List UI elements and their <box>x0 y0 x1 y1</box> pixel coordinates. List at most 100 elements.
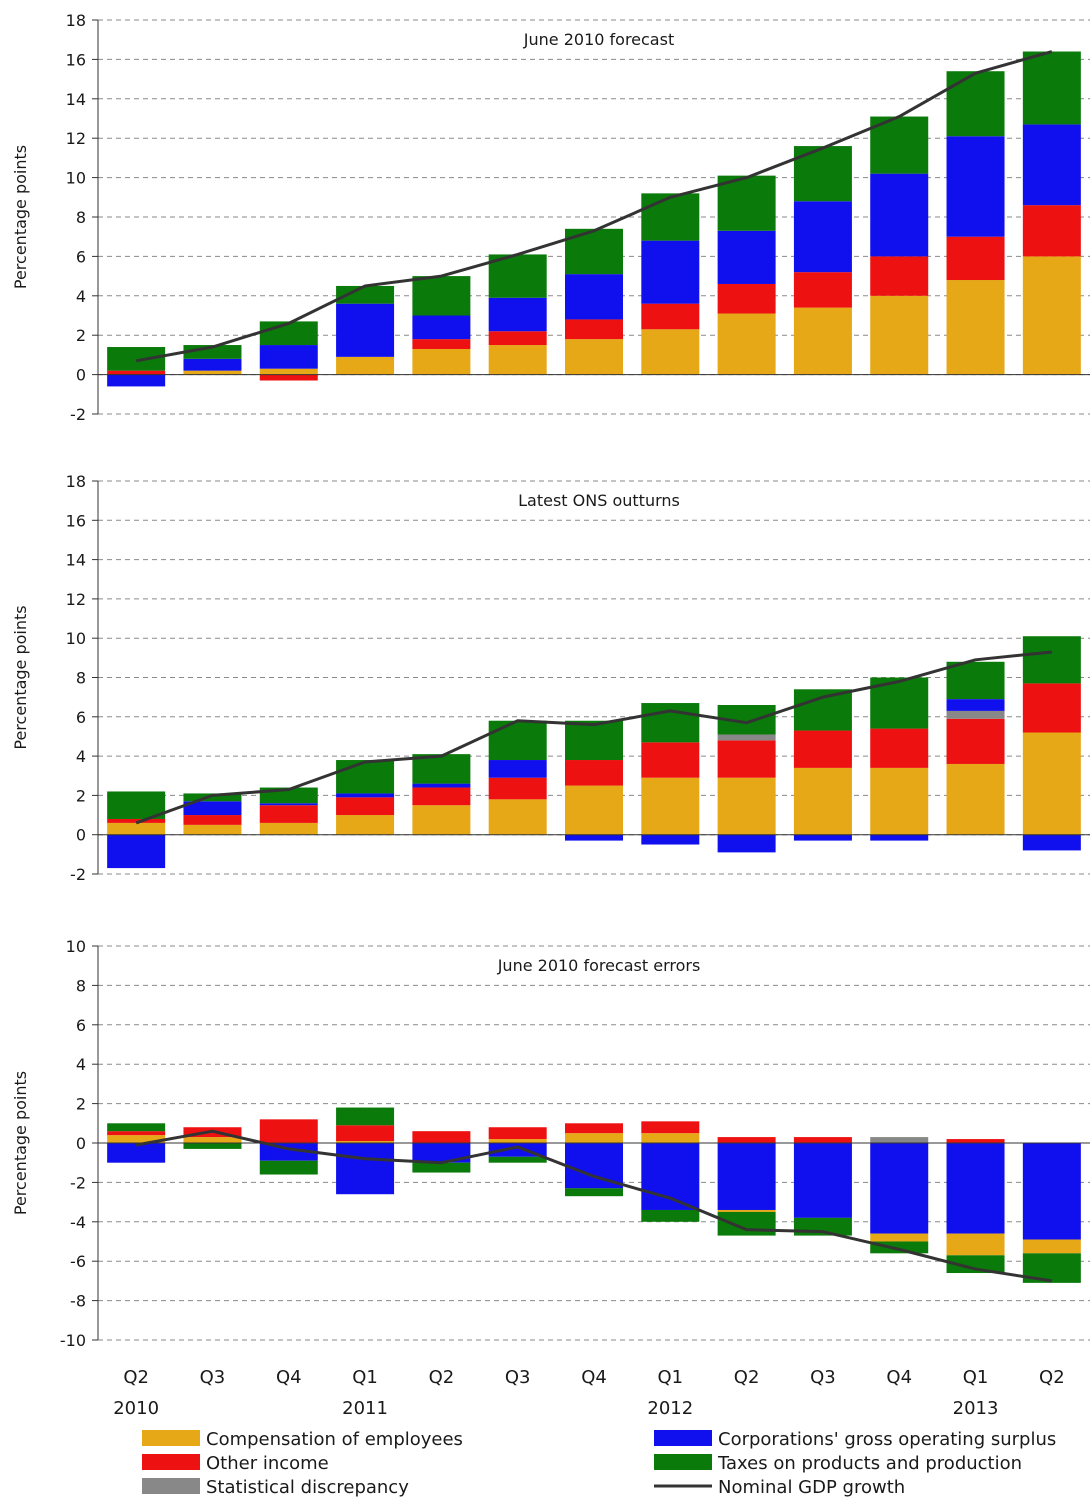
bar-segment <box>183 370 242 375</box>
bar-segment <box>1022 1143 1081 1240</box>
bar-segment <box>946 236 1005 281</box>
bar-segment <box>1022 732 1081 835</box>
bar-segment <box>107 347 166 371</box>
x-tick-label: Q4 <box>276 1367 302 1388</box>
bar-segment <box>336 797 395 816</box>
bar-segment <box>641 329 700 375</box>
bar-segment <box>870 1143 929 1234</box>
y-axis-label: Percentage points <box>11 145 30 289</box>
chart-panel-3: -10 -8 -6 -4 -2 0 2 4 6 8 10 Percentage points June … <box>11 937 1090 1350</box>
x-tick-label: Q2 <box>429 1367 455 1388</box>
bar-segment <box>259 321 318 346</box>
legend: Compensation of employees Other income Sta… <box>142 1429 1056 1497</box>
gdp-line <box>135 650 1052 825</box>
bar-segment <box>1022 834 1081 851</box>
bar-segment <box>1022 51 1081 125</box>
bar-segment <box>793 307 852 375</box>
legend-label: Compensation of employees <box>206 1429 463 1450</box>
y-tick-label: -4 <box>70 1213 86 1232</box>
bar-segment <box>946 1255 1005 1274</box>
bar-segment <box>793 767 852 835</box>
y-tick-label: 6 <box>76 708 86 727</box>
bar-segment <box>412 1131 471 1143</box>
gdp-line <box>135 50 1053 363</box>
bar-segment <box>565 274 623 320</box>
bar-segment <box>946 661 1005 700</box>
y-tick-label: 6 <box>76 247 86 266</box>
bar-segment <box>1022 205 1081 257</box>
bar-segment <box>565 760 623 786</box>
bar-segment <box>946 710 1005 719</box>
bar-segment <box>1022 683 1081 733</box>
bar-segment <box>107 1123 166 1132</box>
bar-segment <box>412 787 471 806</box>
bar-segment <box>565 1123 623 1134</box>
bar-segment <box>1022 636 1081 684</box>
x-tick-label: Q3 <box>810 1367 836 1388</box>
bar-segment <box>488 297 547 332</box>
bar-segment <box>412 339 471 349</box>
panel-title: June 2010 forecast <box>523 30 674 49</box>
bar-segment <box>946 1139 1005 1143</box>
y-tick-label: -8 <box>70 1292 86 1311</box>
y-tick-label: 16 <box>66 50 86 69</box>
bar-segment <box>946 1143 1005 1234</box>
bar-segment <box>107 370 166 375</box>
bar-segment <box>641 777 700 835</box>
bar-segment <box>717 1209 776 1212</box>
bar-segment <box>717 230 776 284</box>
bar-segment <box>412 315 471 340</box>
bar-segment <box>107 1135 166 1143</box>
x-tick-label: Q4 <box>886 1367 912 1388</box>
bar-segment <box>870 1241 929 1254</box>
bar-segment <box>793 1137 852 1143</box>
x-tick-label: Q2 <box>734 1367 760 1388</box>
bar-segment <box>641 1209 700 1222</box>
bar-segment <box>107 1143 166 1163</box>
panel-title: June 2010 forecast errors <box>497 956 701 975</box>
bar-segment <box>870 834 929 841</box>
y-tick-label: -2 <box>70 1173 86 1192</box>
bar-segment <box>488 1156 547 1163</box>
bar-segment <box>565 339 623 375</box>
x-tick-label: Q3 <box>200 1367 226 1388</box>
legend-label: Taxes on products and production <box>717 1453 1022 1474</box>
bar-segment <box>793 201 852 273</box>
bar-segment <box>488 1127 547 1140</box>
bar-segment <box>870 1137 929 1143</box>
bar-segment <box>717 777 776 835</box>
bar-segment <box>183 801 242 816</box>
bar-segment <box>793 834 852 841</box>
bar-segment <box>717 1211 776 1236</box>
bar-segment <box>565 834 623 841</box>
bar-segment <box>565 1188 623 1197</box>
bar-segment <box>565 1133 623 1143</box>
bar-segment <box>107 834 166 869</box>
x-year-label: 2010 <box>113 1398 159 1419</box>
bar-segment <box>641 303 700 330</box>
y-tick-label: 8 <box>76 976 86 995</box>
bar-segment <box>336 285 395 304</box>
legend-swatch <box>654 1430 712 1446</box>
bar-segment <box>412 348 471 375</box>
legend-label: Other income <box>206 1453 329 1474</box>
y-tick-label: 14 <box>66 90 86 109</box>
bar-segment <box>488 345 547 375</box>
bar-segment <box>717 1143 776 1210</box>
bar-segment <box>183 815 242 825</box>
bar-segment <box>259 368 318 375</box>
bar-segment <box>717 734 776 741</box>
panel-title: Latest ONS outturns <box>518 491 680 510</box>
legend-label: Nominal GDP growth <box>718 1477 905 1497</box>
bar-segment <box>870 256 929 296</box>
bar-segment <box>793 730 852 768</box>
bar-segment <box>107 374 166 387</box>
x-tick-label: Q2 <box>1039 1367 1065 1388</box>
bar-segment <box>641 703 700 743</box>
y-tick-label: 12 <box>66 129 86 148</box>
y-tick-label: 0 <box>76 1134 86 1153</box>
bar-segment <box>946 699 1005 711</box>
bar-segment <box>412 805 471 835</box>
bar-segment <box>488 1139 547 1143</box>
